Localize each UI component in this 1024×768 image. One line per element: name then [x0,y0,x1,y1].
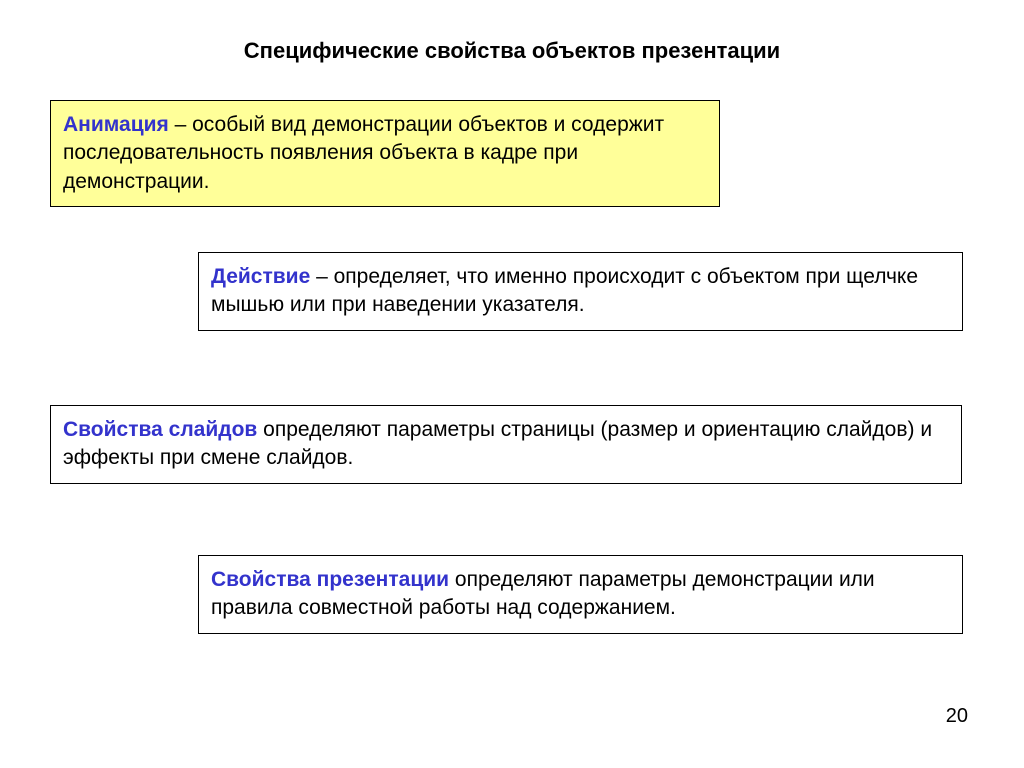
term-animation: Анимация [63,113,169,136]
term-slide-props: Свойства слайдов [63,418,257,441]
term-action: Действие [211,265,310,288]
page-number: 20 [946,705,968,728]
body-action: – определяет, что именно происходит с об… [211,265,918,316]
definition-box-animation: Анимация – особый вид демонстрации объек… [50,100,720,207]
definition-box-slide-props: Свойства слайдов определяют параметры ст… [50,405,962,484]
term-presentation-props: Свойства презентации [211,568,449,591]
slide-title: Специфические свойства объектов презента… [0,38,1024,64]
definition-box-presentation-props: Свойства презентации определяют параметр… [198,555,963,634]
definition-box-action: Действие – определяет, что именно происх… [198,252,963,331]
